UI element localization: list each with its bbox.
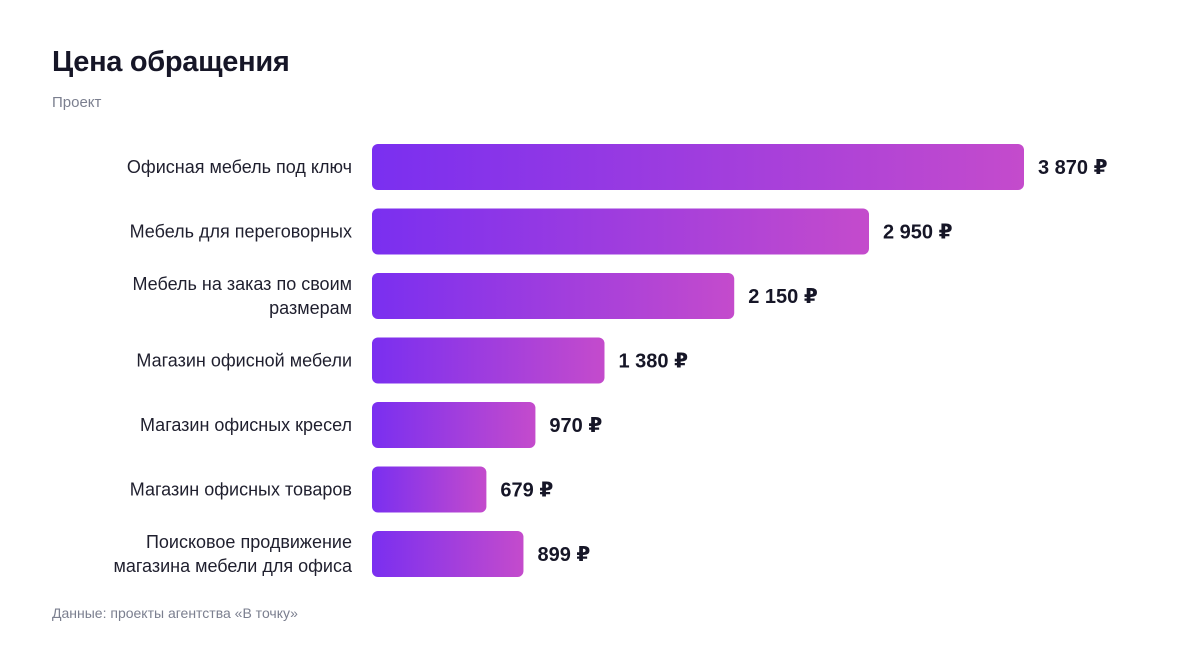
- source-note: Данные: проекты агентства «В точку»: [52, 605, 298, 621]
- category-label-line: Поисковое продвижение: [146, 532, 352, 552]
- category-label: Мебель для переговорных: [130, 222, 352, 242]
- value-label: 679 ₽: [500, 480, 553, 502]
- category-label-line: размерам: [269, 298, 352, 318]
- bar: [372, 531, 524, 577]
- bars-layer: Офисная мебель под ключ 3 870 ₽ Мебель для…: [113, 144, 1108, 577]
- value-label: 2 950 ₽: [883, 222, 953, 244]
- bar: [372, 466, 487, 513]
- value-label: 2 150 ₽: [748, 286, 818, 308]
- category-label-line: Магазин офисной мебели: [136, 351, 352, 371]
- category-label: Магазин офисных кресел: [140, 415, 352, 435]
- category-label-line: магазина мебели для офиса: [113, 556, 353, 576]
- category-label: Поисковое продвижение магазина мебели для…: [113, 532, 353, 576]
- bar: [372, 144, 1024, 190]
- category-label: Мебель на заказ по своим размерам: [132, 274, 352, 318]
- value-label: 970 ₽: [549, 415, 602, 437]
- bar: [372, 273, 735, 319]
- category-label-line: Мебель для переговорных: [130, 222, 352, 242]
- category-label: Магазин офисной мебели: [136, 351, 352, 371]
- bar: [372, 337, 605, 384]
- bar: [372, 402, 536, 448]
- value-label: 3 870 ₽: [1038, 157, 1108, 179]
- category-label-line: Мебель на заказ по своим: [132, 274, 352, 294]
- chart-title: Цена обращения: [52, 46, 290, 78]
- category-label-line: Магазин офисных кресел: [140, 415, 352, 435]
- value-label: 1 380 ₽: [618, 351, 688, 373]
- category-label: Магазин офисных товаров: [130, 480, 352, 500]
- category-label-line: Магазин офисных товаров: [130, 480, 352, 500]
- chart-subtitle: Проект: [52, 94, 102, 111]
- value-label: 899 ₽: [537, 544, 590, 566]
- bar: [372, 208, 870, 255]
- category-label: Офисная мебель под ключ: [127, 157, 352, 177]
- category-label-line: Офисная мебель под ключ: [127, 157, 352, 177]
